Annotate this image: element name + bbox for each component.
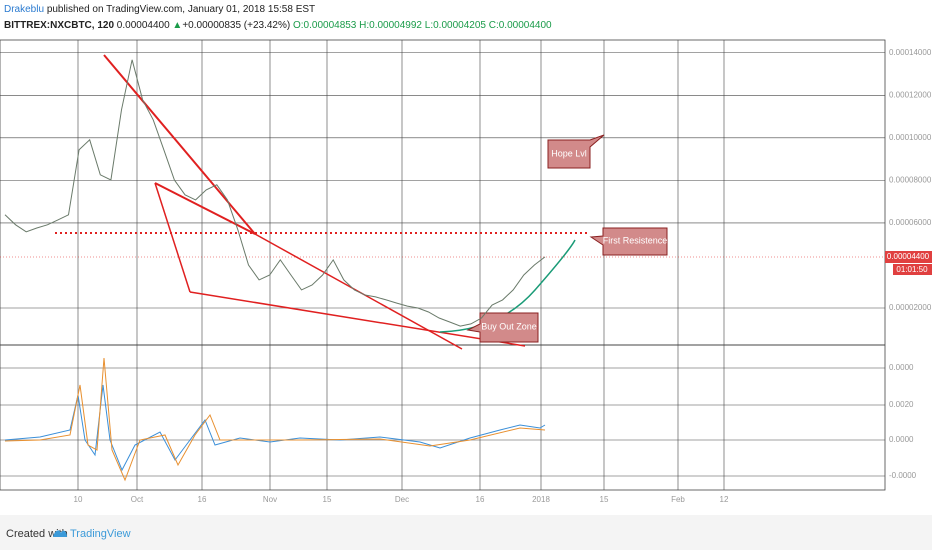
- high: H:0.00004992: [359, 20, 422, 31]
- y-tick-label: 0.00002000: [889, 303, 932, 312]
- annotations: Hope Lvl First Resistence Buy Out Zone: [466, 134, 668, 343]
- trend-line: [189, 291, 526, 347]
- x-tick-label: Nov: [263, 495, 277, 504]
- author[interactable]: Drakeblu: [4, 4, 45, 15]
- callout[interactable]: [589, 227, 668, 256]
- y-tick-label: 0.00006000: [889, 218, 932, 227]
- logo: [53, 530, 67, 537]
- current-price: 0.00004400: [887, 252, 930, 261]
- last: 0.00004400: [116, 20, 170, 31]
- indicator-tick-label: 0.0000: [889, 363, 914, 372]
- x-tick-label: 12: [720, 495, 729, 504]
- trend-line: [154, 182, 191, 293]
- price-line: [4, 59, 546, 327]
- x-tick-label: Dec: [395, 495, 409, 504]
- countdown: 01:01:50: [896, 265, 928, 274]
- open: O:0.00004853: [292, 20, 357, 31]
- annotation: First Resistence: [603, 235, 668, 245]
- drawings: [0, 54, 885, 482]
- callout[interactable]: [547, 134, 605, 169]
- x-tick-label: Oct: [131, 495, 144, 504]
- symbol: BITTREX:NXCBTC, 120: [4, 20, 115, 31]
- indicator-tick-label: 0.0000: [889, 435, 914, 444]
- change: +0.00000835 (+23.42%): [182, 20, 291, 31]
- x-tick-label: Feb: [671, 495, 685, 504]
- x-tick-label: 16: [198, 495, 207, 504]
- indicator-tick-label: -0.0000: [889, 471, 917, 480]
- footer: Created with TradingView: [0, 515, 932, 550]
- annotation: Hope Lvl: [551, 148, 587, 158]
- trend-line: [154, 182, 256, 235]
- published: published on TradingView.com, January 01…: [46, 4, 316, 15]
- y-tick-label: 0.00014000: [889, 48, 932, 57]
- callout[interactable]: [466, 312, 539, 343]
- close: C:0.00004400: [488, 20, 552, 31]
- indicator-signal: [4, 357, 546, 482]
- x-tick-label: 15: [323, 495, 332, 504]
- symbol-line: BITTREX:NXCBTC, 120 0.00004400 ▲+0.00000…: [4, 20, 552, 31]
- trend-line: [103, 54, 256, 235]
- x-tick-label: 16: [476, 495, 485, 504]
- arrow: ▲: [172, 20, 183, 31]
- annotation: Buy Out Zone: [481, 321, 537, 331]
- current-price-box: [885, 251, 932, 263]
- chart: Hope Lvl First Resistence Buy Out Zone 0…: [0, 39, 932, 504]
- created-with: Created with: [6, 528, 68, 540]
- low: L:0.00004205: [424, 20, 486, 31]
- y-tick-label: 0.00012000: [889, 90, 932, 99]
- y-tick-label: 0.00010000: [889, 133, 932, 142]
- indicator-tick-label: 0.0020: [889, 400, 914, 409]
- x-tick-label: 2018: [532, 495, 550, 504]
- brand[interactable]: TradingView: [70, 528, 131, 540]
- y-tick-label: 0.00008000: [889, 175, 932, 184]
- x-tick-label: 15: [600, 495, 609, 504]
- publish-line: Drakeblu published on TradingView.com, J…: [4, 4, 315, 15]
- x-tick-label: 10: [74, 495, 83, 504]
- grid: [0, 40, 885, 490]
- countdown-box: [893, 264, 932, 275]
- plot-frame: [0, 39, 886, 491]
